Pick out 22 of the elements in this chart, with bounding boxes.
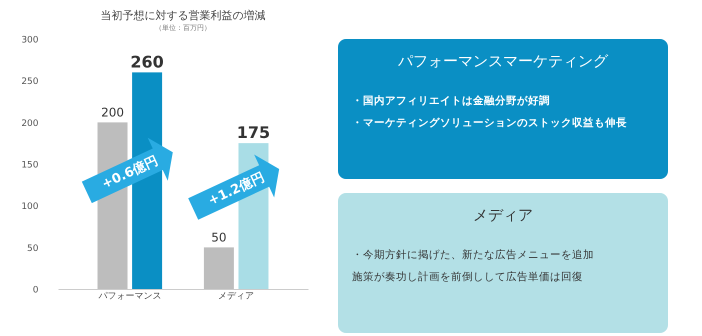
y-tick-label: 150 — [21, 160, 39, 170]
annotation: +0.6億円 — [99, 152, 160, 192]
bar — [204, 247, 234, 289]
y-tick-label: 250 — [21, 77, 39, 88]
data-label: 260 — [130, 52, 164, 72]
text: ・マーケティングソリューションのストック収益も伸長 — [352, 116, 627, 129]
x-tick-label: パフォーマンス — [97, 292, 162, 302]
data-label: 200 — [101, 105, 124, 120]
text: ・国内アフィリエイトは金融分野が好調 — [352, 94, 550, 107]
text: 施策が奏功し計画を前倒しして広告単価は回復 — [352, 270, 583, 283]
y-tick-label: 200 — [21, 118, 39, 129]
y-tick-label: 50 — [27, 244, 39, 254]
text: メディア — [473, 206, 533, 224]
y-tick-label: 0 — [32, 286, 39, 296]
text: パフォーマンスマーケティング — [397, 52, 609, 70]
annotation: +1.2億円 — [206, 169, 267, 209]
y-tick-label: 300 — [21, 36, 39, 46]
data-label: 50 — [211, 230, 227, 244]
text: ・今期方針に掲げた、新たな広告メニューを追加 — [352, 248, 594, 261]
data-label: 175 — [236, 123, 270, 142]
chart-title: 当初予想に対する営業利益の増減 — [100, 9, 266, 22]
y-tick-label: 100 — [21, 202, 39, 212]
